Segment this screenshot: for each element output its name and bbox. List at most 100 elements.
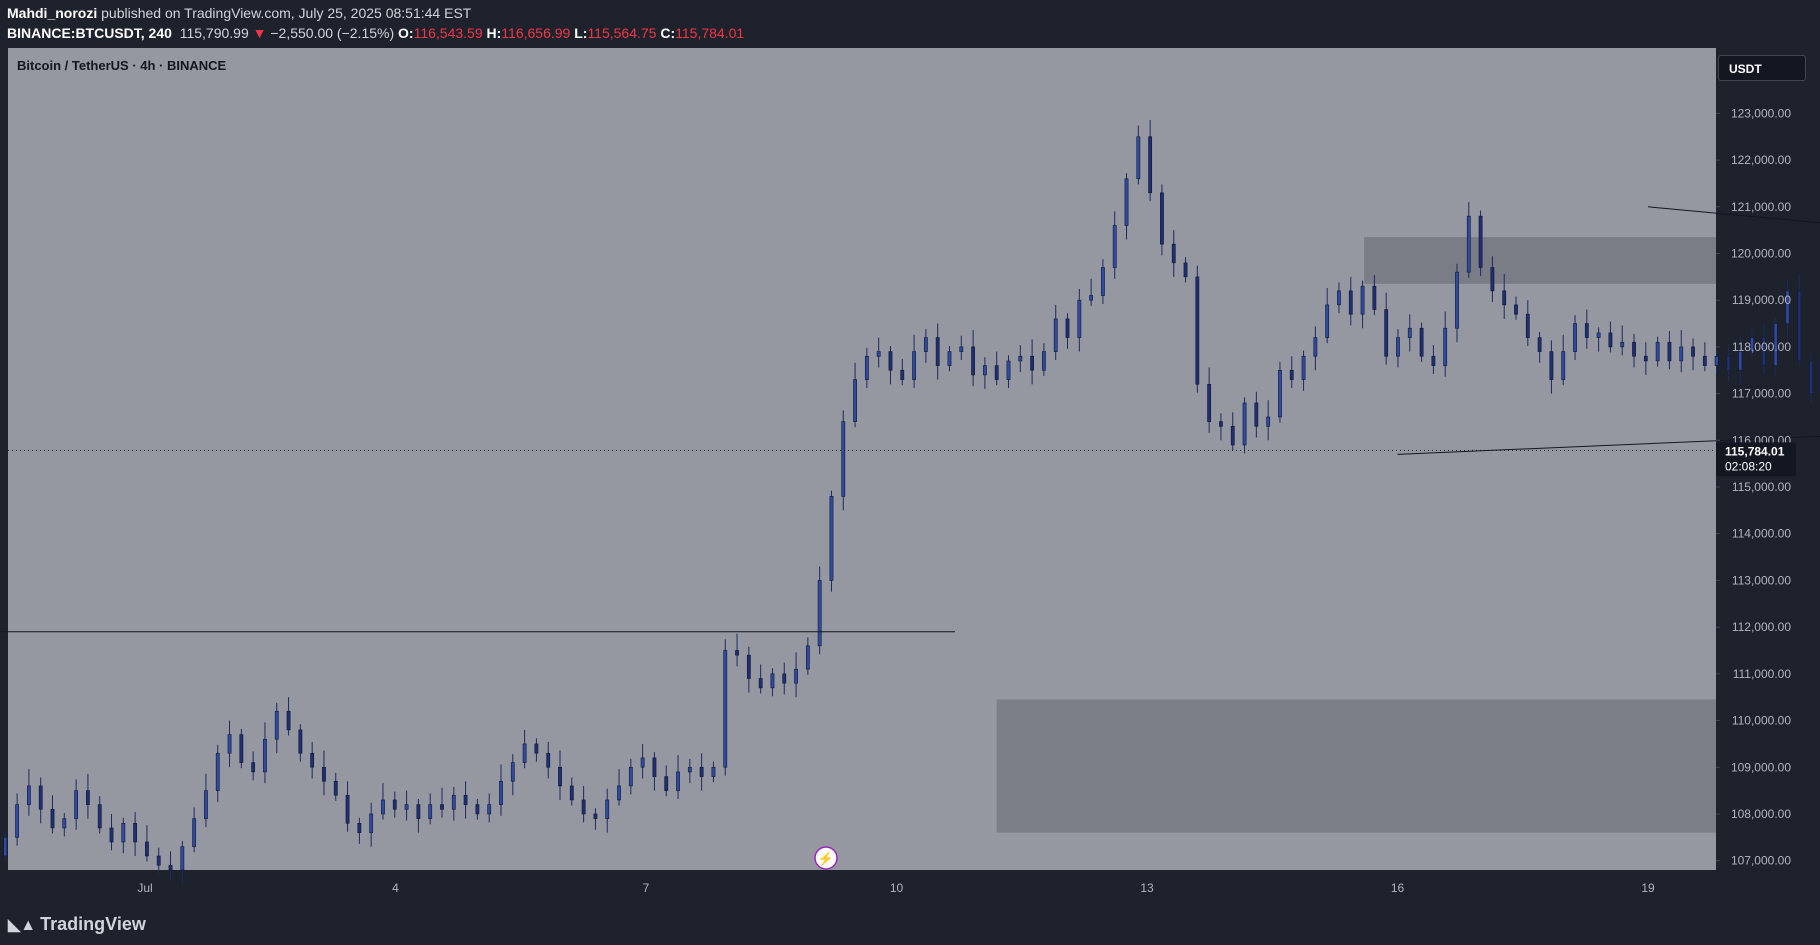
candle-body [1726, 355, 1731, 371]
candle-body [959, 346, 964, 352]
candle [1691, 338, 1695, 371]
candle-body [1514, 304, 1518, 315]
time-axis[interactable] [8, 872, 1716, 902]
candle-body [1101, 267, 1105, 296]
candle [1171, 230, 1176, 277]
candle-body [782, 673, 787, 684]
candle-body [510, 762, 515, 782]
candle-body [605, 799, 610, 819]
candle-body [1124, 178, 1129, 226]
chart-title: Bitcoin / TetherUS · 4h · BINANCE [17, 58, 227, 73]
candle [864, 347, 869, 389]
candle [404, 790, 409, 821]
candle [416, 799, 421, 833]
candle [1337, 282, 1341, 314]
candle-body [1171, 243, 1176, 264]
candle [1207, 367, 1212, 433]
candle [664, 765, 669, 797]
candle-body [1230, 426, 1235, 446]
candle-body [1431, 355, 1436, 366]
candle-body [628, 766, 633, 787]
candle-body [676, 771, 680, 791]
candle-body [853, 379, 857, 422]
candle [1348, 276, 1353, 326]
candle [1431, 345, 1436, 374]
candle-body [239, 734, 244, 763]
candle-body [1584, 323, 1589, 338]
candle [876, 337, 881, 368]
candle-body [817, 580, 822, 647]
candle [286, 697, 291, 736]
candle-body [1384, 309, 1389, 357]
candle-body [475, 804, 480, 815]
x-tick-label: 4 [392, 881, 399, 895]
x-tick-label: 19 [1641, 881, 1655, 895]
candle [1773, 317, 1778, 377]
down-arrow-icon: ▼ [252, 25, 267, 41]
candle-body [121, 822, 126, 843]
candle-body [1620, 341, 1625, 348]
event-marker-icon: ⚡ [814, 846, 838, 870]
candle-body [310, 752, 315, 768]
candle-body [86, 790, 90, 805]
candle [62, 813, 67, 837]
candle [794, 652, 798, 698]
candle [204, 773, 208, 828]
candle [1018, 345, 1023, 373]
candle [1325, 288, 1330, 344]
candle [900, 359, 905, 386]
candle [841, 410, 846, 511]
candle [1183, 257, 1188, 283]
candle-body [1301, 355, 1306, 380]
candle [546, 742, 551, 779]
y-tick-label: 112,000.00 [1732, 620, 1791, 634]
ohlc-line: BINANCE:BTCUSDT, 240 115,790.99 ▼ −2,550… [7, 25, 744, 41]
candle [971, 330, 975, 387]
candle [133, 812, 138, 856]
y-tick-label: 107,000.00 [1731, 854, 1791, 868]
candle-body [1042, 351, 1046, 371]
symbol-label[interactable]: BINANCE:BTCUSDT, 240 [7, 25, 172, 41]
candle [192, 807, 197, 853]
x-axis-ticks: 28Jul4710131619222528Aug47101316192225 [137, 881, 1655, 895]
candle [1407, 314, 1412, 352]
candle-body [404, 804, 409, 810]
candle-body [534, 743, 539, 754]
candle-body [251, 762, 256, 773]
candle [274, 702, 279, 754]
candle-body [912, 351, 916, 380]
candle [499, 764, 503, 816]
candle-body [369, 813, 374, 833]
candle-body [558, 766, 562, 787]
candle [145, 825, 149, 862]
candles-layer [3, 119, 1813, 885]
candle [156, 847, 161, 874]
candle [227, 720, 232, 768]
candle [1667, 331, 1672, 370]
candle-body [569, 785, 574, 801]
currency-button[interactable]: USDT [1718, 55, 1806, 81]
candle [1620, 325, 1625, 356]
candle [310, 742, 315, 779]
candle-body [1396, 337, 1400, 357]
candle [1219, 413, 1223, 441]
candle [1313, 326, 1318, 371]
candle [357, 817, 362, 844]
candle [345, 781, 350, 832]
candle [1573, 315, 1577, 360]
candle [463, 781, 468, 819]
candle-body [687, 766, 692, 773]
candle [853, 362, 857, 428]
candle-body [522, 743, 527, 763]
candle-body [581, 799, 586, 815]
candle [593, 808, 598, 830]
candle-body [1455, 271, 1459, 329]
author-name[interactable]: Mahdi_norozi [7, 5, 98, 21]
candle-body [864, 355, 869, 380]
candle [1042, 343, 1046, 376]
candle [1478, 210, 1483, 276]
candle [298, 724, 303, 762]
candle-body [1632, 341, 1636, 357]
low-value: 115,564.75 [587, 25, 657, 41]
tradingview-logo[interactable]: ◣▲ TradingView [8, 914, 146, 935]
